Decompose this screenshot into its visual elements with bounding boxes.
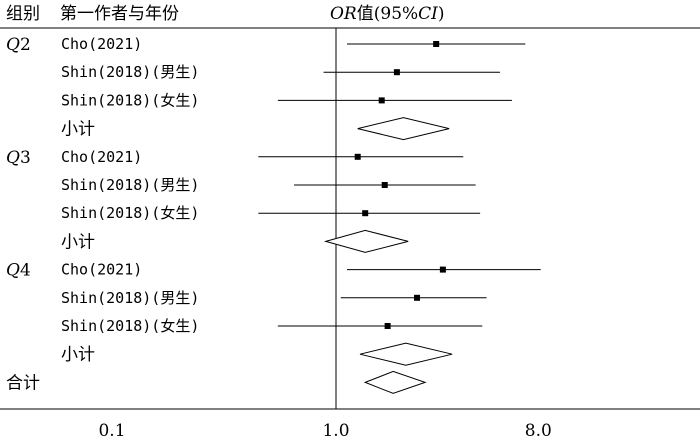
point-estimate bbox=[393, 69, 400, 76]
study-label: Shin(2018)(男生) bbox=[61, 176, 199, 194]
point-estimate bbox=[414, 294, 421, 301]
header-or-label: OR值(95%CI) bbox=[330, 4, 445, 24]
header-group-label: 组别 bbox=[6, 4, 40, 24]
header-or-text: 值(95% bbox=[357, 4, 418, 24]
subtotal-diamond bbox=[357, 117, 450, 141]
overall-label: 合计 bbox=[6, 373, 40, 393]
group-label: Q4 bbox=[6, 261, 31, 281]
group-number: 3 bbox=[20, 148, 31, 168]
overall-diamond bbox=[363, 370, 427, 394]
subtotal-label: 小计 bbox=[61, 120, 95, 140]
subtotal-diamond bbox=[359, 342, 453, 366]
study-label: Shin(2018)(女生) bbox=[61, 91, 199, 109]
study-label: Shin(2018)(男生) bbox=[61, 289, 199, 307]
point-estimate bbox=[433, 41, 440, 47]
subtotal-label: 小计 bbox=[61, 345, 95, 365]
header-or-close: ) bbox=[438, 4, 445, 24]
study-label: Cho(2021) bbox=[61, 35, 142, 53]
point-estimate bbox=[362, 210, 369, 217]
point-estimate bbox=[381, 182, 388, 188]
study-label: Shin(2018)(女生) bbox=[61, 317, 199, 335]
header-study-label: 第一作者与年份 bbox=[60, 4, 179, 24]
subtotal-diamond bbox=[323, 229, 409, 253]
group-letter: Q bbox=[6, 148, 20, 168]
point-estimate bbox=[439, 266, 446, 273]
study-label: Shin(2018)(女生) bbox=[61, 204, 199, 222]
header-ci-italic: CI bbox=[418, 4, 438, 24]
group-label: Q2 bbox=[6, 35, 31, 55]
x-tick-label: 1.0 bbox=[322, 421, 349, 438]
group-label: Q3 bbox=[6, 148, 31, 168]
x-tick-label: 0.1 bbox=[98, 421, 125, 438]
study-label: Cho(2021) bbox=[61, 261, 142, 279]
study-label: Cho(2021) bbox=[61, 148, 142, 166]
point-estimate bbox=[378, 97, 385, 104]
x-tick-label: 8.0 bbox=[525, 421, 552, 438]
header-or-italic: OR bbox=[330, 4, 357, 24]
study-label: Shin(2018)(男生) bbox=[61, 63, 199, 81]
subtotal-label: 小计 bbox=[61, 232, 95, 252]
group-letter: Q bbox=[6, 35, 20, 55]
point-estimate bbox=[354, 153, 361, 160]
group-number: 2 bbox=[20, 35, 31, 55]
point-estimate bbox=[384, 323, 391, 329]
group-letter: Q bbox=[6, 261, 20, 281]
group-number: 4 bbox=[20, 261, 31, 281]
